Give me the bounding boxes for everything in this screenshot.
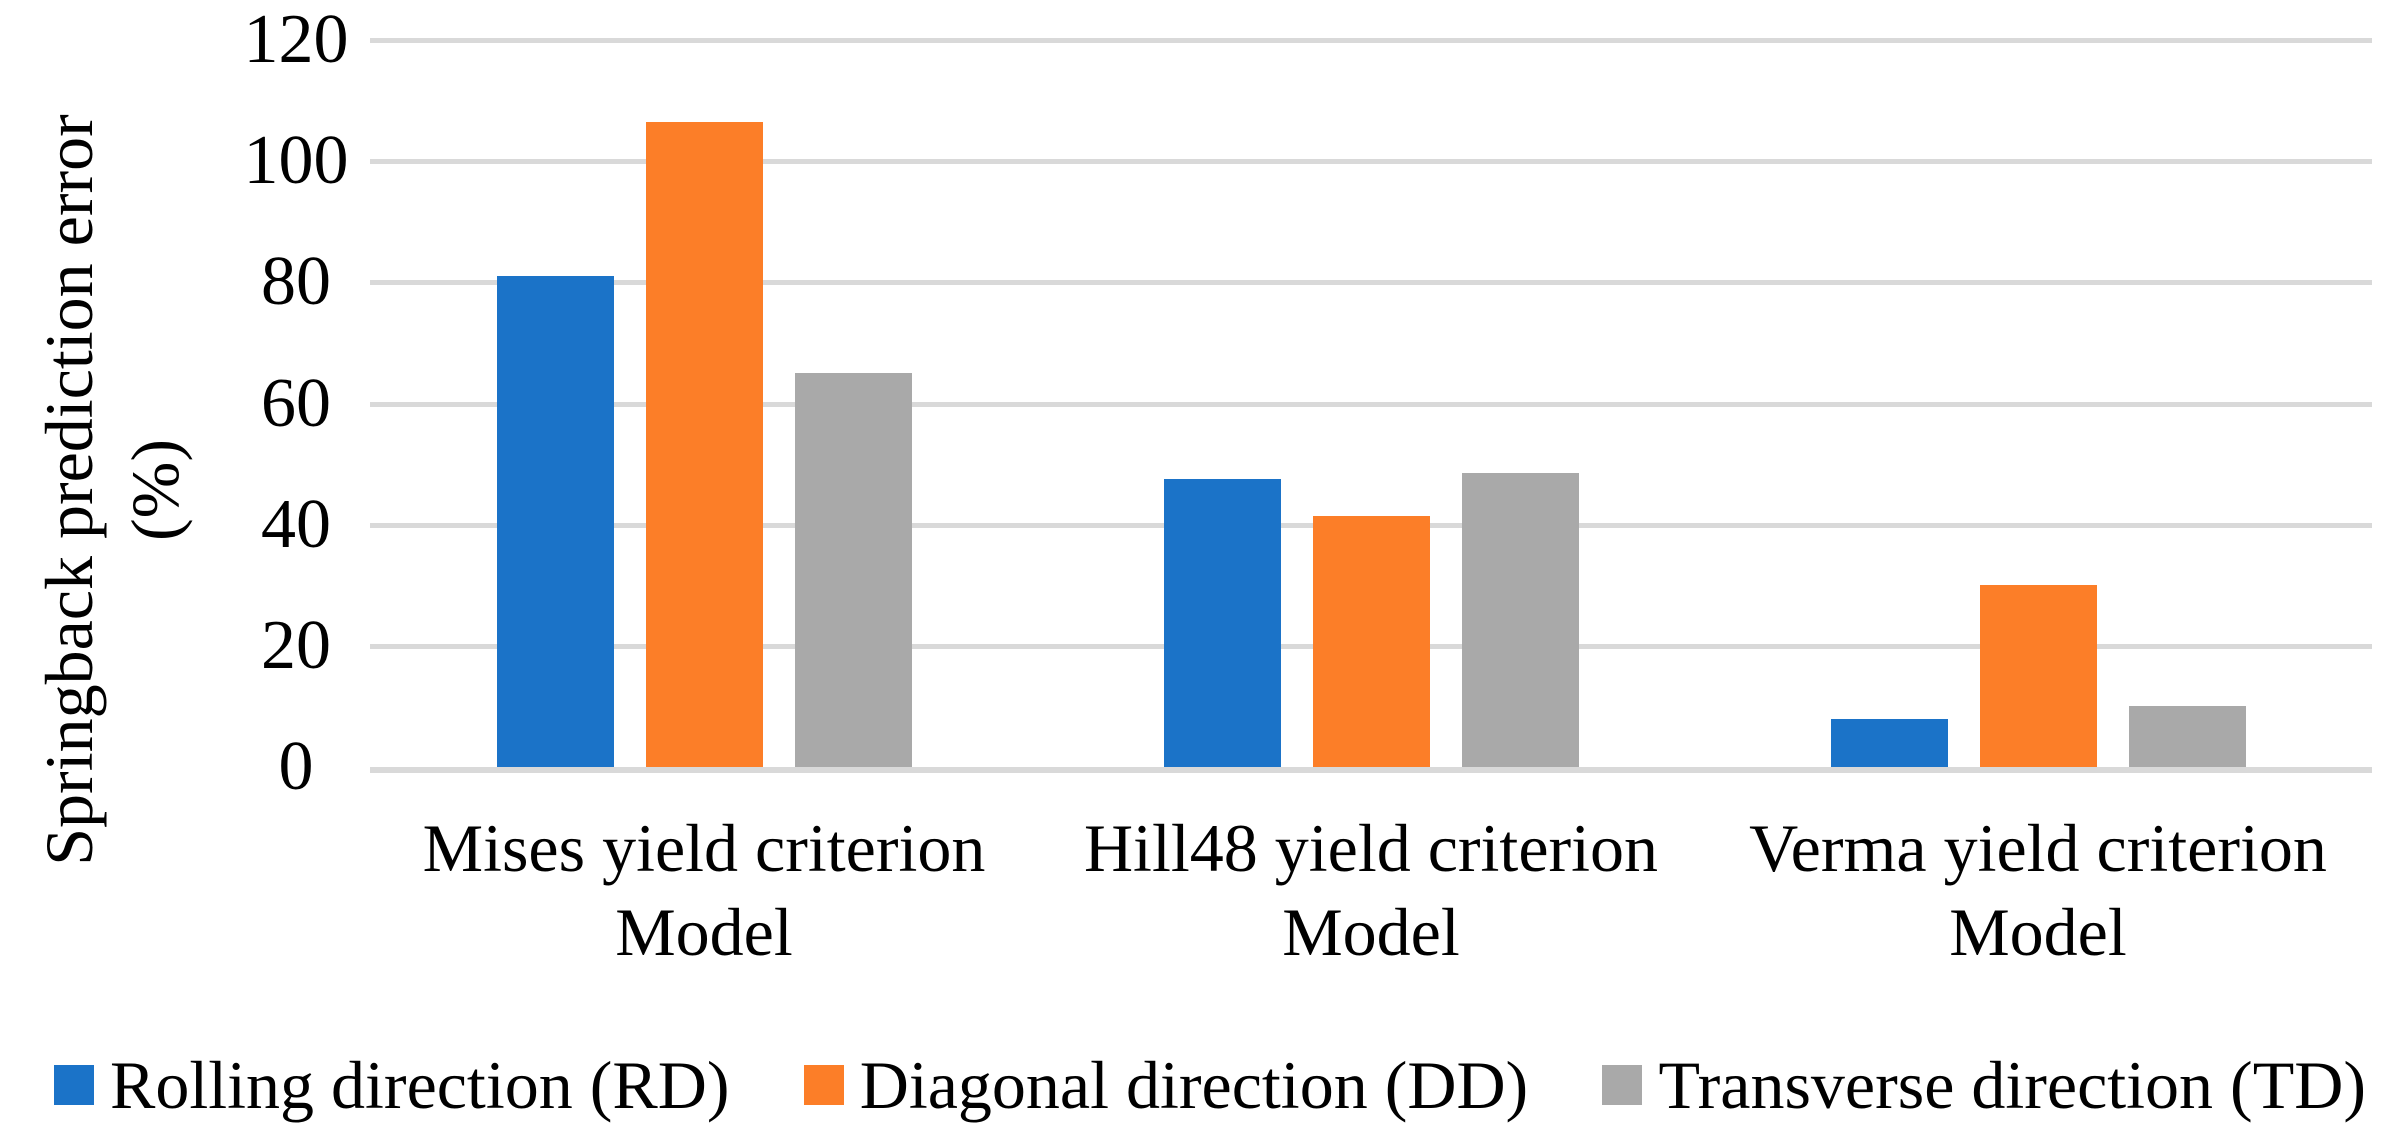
bar [2128,706,2246,767]
y-tick-label: 120 [243,1,349,78]
gridline [370,159,2372,165]
bar [645,121,763,767]
category-label: Verma yield criterion Model [1698,806,2378,974]
legend-swatch [803,1065,844,1105]
bar-cluster [1163,40,1579,767]
bar-cluster [1830,40,2246,767]
bar [1163,479,1281,767]
bar [1830,718,1948,767]
legend-label: Transverse direction (TD) [1658,1047,2366,1123]
y-tick-label: 40 [261,485,331,563]
category-label-line1: Verma yield criterion [1749,810,2327,886]
y-tick-label: 100 [243,122,349,200]
bar-cluster [496,40,912,767]
y-tick-label: 60 [261,364,331,442]
legend-item: Diagonal direction (DD) [803,1045,1529,1125]
legend: Rolling direction (RD) Diagonal direction… [54,1043,2366,1127]
category-label-line2: Model [1282,894,1460,970]
legend-item: Transverse direction (TD) [1602,1045,2366,1125]
bar [794,373,912,767]
legend-swatch [54,1065,94,1105]
category-label: Hill48 yield criterion Model [1031,806,1711,974]
x-axis-line [370,767,2372,773]
category-label: Mises yield criterion Model [364,806,1044,974]
y-axis-title: Springback prediction error (%) [26,30,198,950]
y-tick-label: 80 [261,243,331,321]
plot-area [370,38,2372,773]
category-label-line1: Hill48 yield criterion [1083,810,1659,886]
legend-label: Rolling direction (RD) [110,1047,730,1123]
y-axis-title-line2: (%) [117,439,193,541]
legend-swatch [1602,1065,1643,1105]
y-axis-title-line1: Springback prediction error [31,114,107,866]
legend-label: Diagonal direction (DD) [859,1047,1529,1123]
y-tick-label: 20 [261,606,331,684]
y-tick-label: 0 [278,728,314,805]
category-label-line1: Mises yield criterion [422,810,986,886]
category-label-line2: Model [615,894,793,970]
gridline [370,38,2372,43]
bar [496,276,614,767]
gridline [370,401,2372,407]
bar [1461,473,1579,767]
category-label-line2: Model [1949,894,2127,970]
bar [1979,585,2097,767]
gridline [370,280,2372,286]
legend-item: Rolling direction (RD) [54,1045,729,1125]
bar [1312,515,1430,767]
